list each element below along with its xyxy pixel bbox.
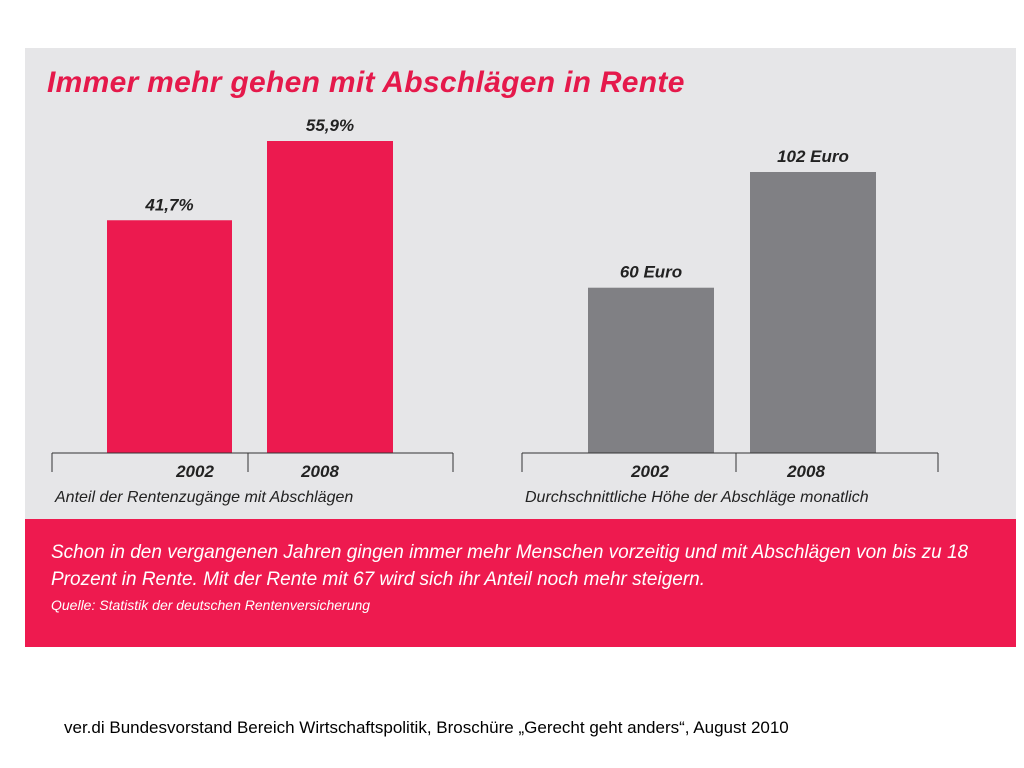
tick-label-1-0: 2002 [630, 462, 669, 481]
footer-text: Schon in den vergangenen Jahren gingen i… [51, 542, 969, 590]
data-label-1-0: 60 Euro [620, 263, 682, 282]
bar-0-1 [267, 141, 393, 453]
axis-caption-1: Durchschnittliche Höhe der Abschläge mon… [525, 489, 869, 506]
bar-charts: 41,7% 55,9% 2002 2008 Anteil der Rentenzugän… [51, 116, 939, 506]
data-label-1-1: 102 Euro [777, 147, 849, 166]
tick-label-0-0: 2002 [175, 462, 214, 481]
footer-source: Quelle: Statistik der deutschen Rentenve… [51, 597, 371, 613]
bar-1-1 [750, 172, 876, 453]
credit-line: ver.di Bundesvorstand Bereich Wirtschaft… [64, 718, 789, 737]
chart-title: Immer mehr gehen mit Abschlägen in Rente [47, 66, 685, 99]
tick-label-1-1: 2008 [786, 462, 825, 481]
bar-0-0 [107, 220, 232, 453]
axis-caption-0: Anteil der Rentenzugänge mit Abschlägen [54, 489, 353, 506]
infographic-panel: Immer mehr gehen mit Abschlägen in Rente… [25, 48, 1016, 647]
data-label-0-1: 55,9% [306, 116, 354, 135]
footer-band: Schon in den vergangenen Jahren gingen i… [25, 519, 1016, 647]
data-label-0-0: 41,7% [144, 195, 193, 214]
bar-1-0 [588, 287, 714, 453]
tick-label-0-1: 2008 [300, 462, 339, 481]
